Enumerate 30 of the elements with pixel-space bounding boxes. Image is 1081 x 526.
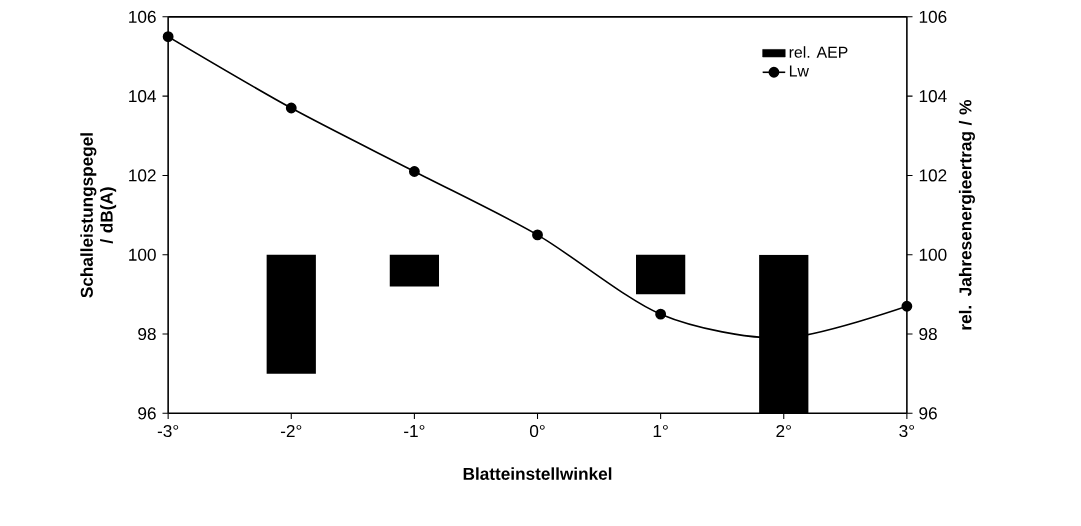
legend-label: Lw — [789, 65, 809, 77]
point — [901, 300, 913, 312]
point — [655, 308, 667, 320]
y2-tick-label: 102 — [919, 169, 947, 182]
point — [162, 31, 174, 42]
x-tick-label: 0° — [529, 424, 545, 437]
y-tick-label: 100 — [129, 248, 156, 261]
y2-tick-label: 100 — [919, 248, 947, 261]
x-axis-title: Blatteinstellwinkel — [463, 467, 612, 480]
point — [285, 102, 297, 114]
x-tick-label: 1° — [653, 424, 668, 437]
x-tick-label: 2° — [776, 424, 791, 437]
legend-label: rel. AEP — [789, 46, 848, 58]
x-tick-label: -3° — [157, 424, 179, 437]
y2-tick-label: 104 — [919, 89, 947, 103]
point — [532, 229, 543, 241]
y-tick-label: 96 — [138, 407, 156, 420]
y-axis-title: Schalleistungspegel / dB(A) — [80, 133, 117, 298]
y2-axis-title: rel. Jahresenergieertrag / % — [958, 99, 975, 330]
x-tick-label: -2° — [280, 424, 302, 437]
y-tick-label: 102 — [129, 169, 156, 182]
x-tick-label: -1° — [404, 424, 425, 437]
y-tick-label: 106 — [129, 10, 156, 23]
y2-tick-label: 106 — [919, 10, 947, 23]
y2-tick-label: 98 — [919, 327, 937, 340]
x-tick-label: 3° — [899, 424, 915, 437]
point — [408, 165, 420, 177]
y2-tick-label: 96 — [919, 407, 937, 420]
y-tick-label: 104 — [129, 89, 157, 103]
y-tick-label: 98 — [138, 327, 156, 340]
